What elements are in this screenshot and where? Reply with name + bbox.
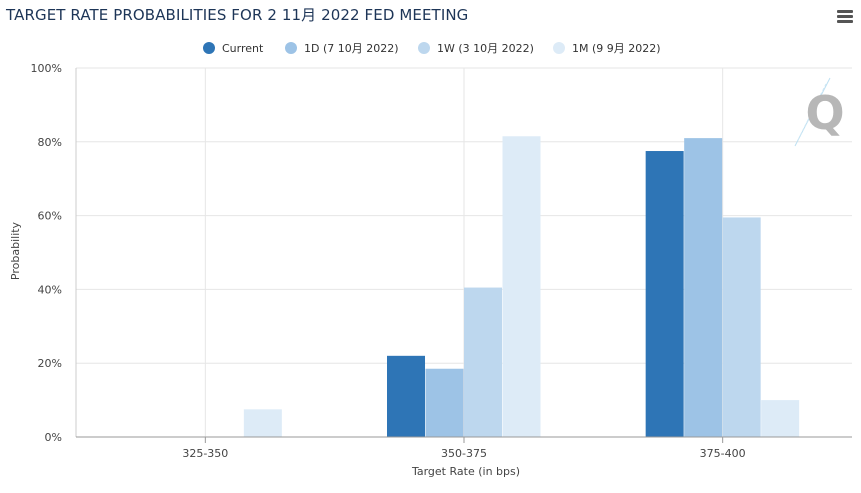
legend-item[interactable]: 1M (9 9月 2022) xyxy=(553,42,661,55)
y-tick-label: 20% xyxy=(38,357,62,370)
y-tick-label: 40% xyxy=(38,283,62,296)
y-tick-label: 0% xyxy=(45,431,62,444)
x-tick-label: 350-375 xyxy=(441,447,487,460)
y-tick-label: 80% xyxy=(38,136,62,149)
bar[interactable] xyxy=(502,136,541,437)
chart-title: TARGET RATE PROBABILITIES FOR 2 11月 2022… xyxy=(6,6,469,24)
legend: Current 1D (7 10月 2022) 1W (3 10月 2022) 1M … xyxy=(203,42,661,55)
legend-label: 1D (7 10月 2022) xyxy=(304,42,399,55)
bar[interactable] xyxy=(684,138,723,438)
x-tick-label: 375-400 xyxy=(700,447,746,460)
bar[interactable] xyxy=(464,287,502,437)
quikstrike-logo-icon: Q xyxy=(794,77,845,147)
legend-marker xyxy=(553,42,565,54)
bar[interactable] xyxy=(425,368,464,437)
bar[interactable] xyxy=(761,400,800,437)
legend-item[interactable]: 1W (3 10月 2022) xyxy=(418,42,534,55)
legend-item[interactable]: Current xyxy=(203,42,264,55)
legend-item[interactable]: 1D (7 10月 2022) xyxy=(285,42,399,55)
legend-marker xyxy=(418,42,430,54)
axes: 0% 20% 40% 60% 80% 100% 325-350 350-375 375-400 xyxy=(31,62,852,460)
y-axis-label: Probability xyxy=(9,221,22,280)
hamburger-menu-icon[interactable] xyxy=(837,10,853,24)
bar[interactable] xyxy=(645,151,684,437)
legend-marker xyxy=(203,42,215,54)
legend-label: 1M (9 9月 2022) xyxy=(572,42,661,55)
x-axis-label: Target Rate (in bps) xyxy=(411,465,520,478)
legend-marker xyxy=(285,42,297,54)
bar[interactable] xyxy=(243,409,282,437)
watermark-letter: Q xyxy=(805,86,844,140)
legend-label: 1W (3 10月 2022) xyxy=(437,42,534,55)
y-tick-label: 60% xyxy=(38,210,62,223)
bar[interactable] xyxy=(387,355,425,437)
bar[interactable] xyxy=(722,217,761,437)
y-tick-label: 100% xyxy=(31,62,62,75)
bars-group xyxy=(243,136,800,438)
x-tick-label: 325-350 xyxy=(182,447,228,460)
legend-label: Current xyxy=(222,42,264,55)
